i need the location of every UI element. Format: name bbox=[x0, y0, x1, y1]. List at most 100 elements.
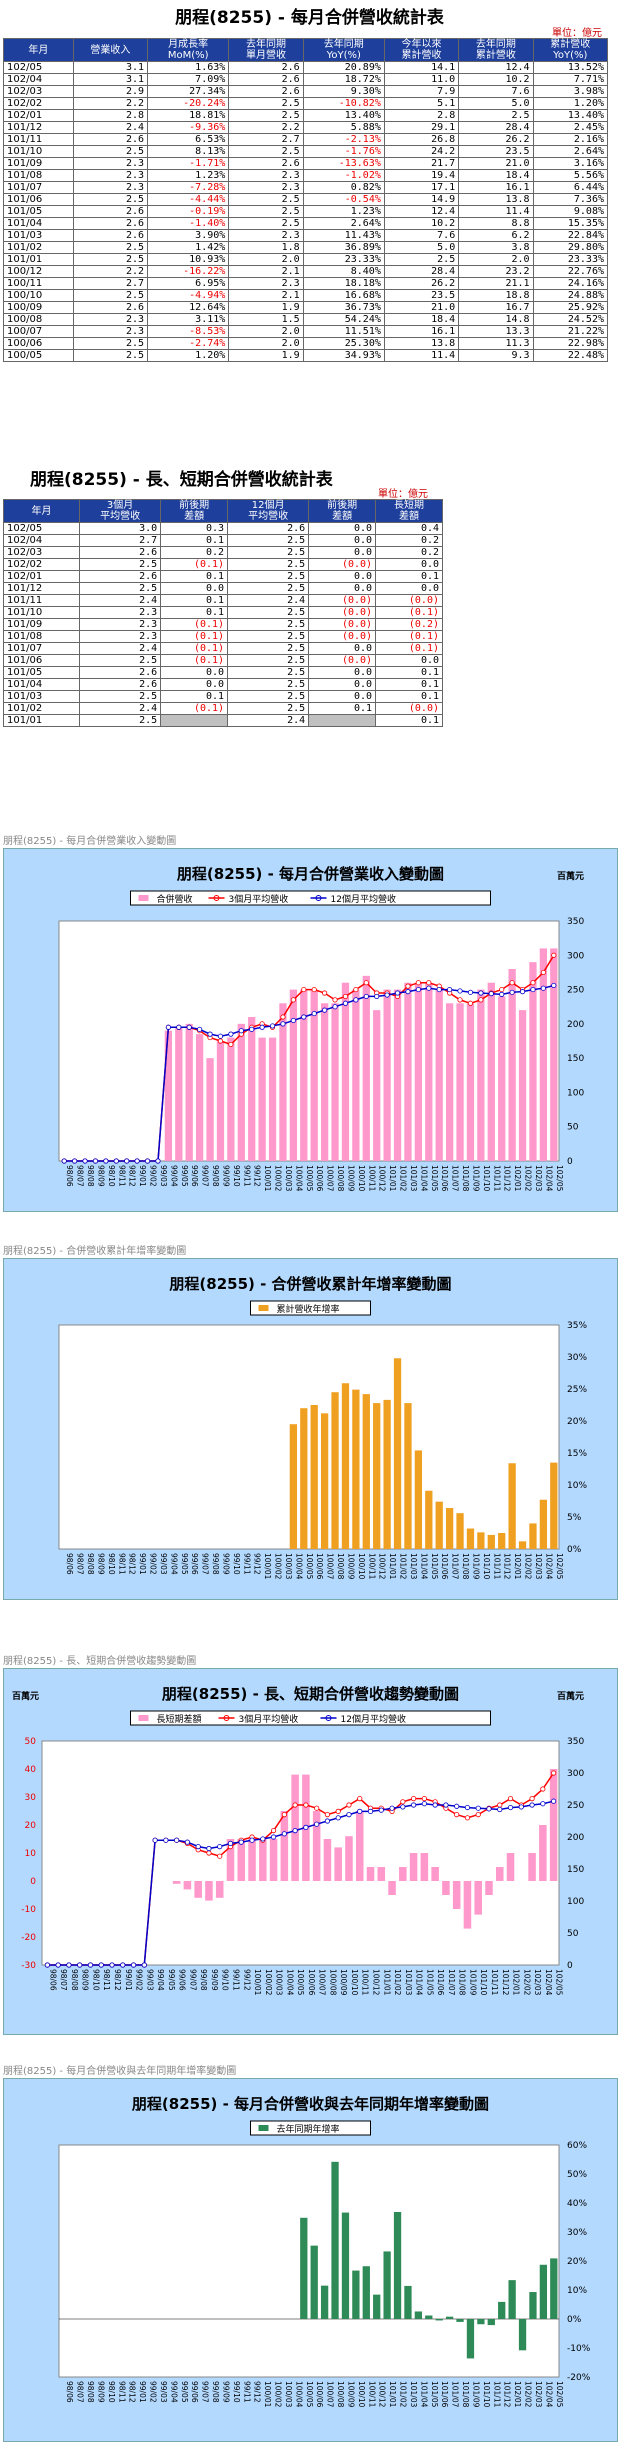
x-tick-label: 101/01 bbox=[388, 2381, 397, 2408]
x-tick-label: 102/02 bbox=[524, 2381, 533, 2408]
point bbox=[174, 1837, 180, 1843]
bar bbox=[487, 2319, 495, 2326]
table2-title: 朋程(8255) - 長、短期合併營收統計表 bbox=[30, 470, 333, 490]
x-tick-label: 100/01 bbox=[253, 1969, 262, 1996]
legend-marker bbox=[325, 1715, 332, 1721]
x-tick-label: 99/05 bbox=[180, 1165, 189, 1187]
point bbox=[195, 1844, 201, 1850]
bar bbox=[529, 962, 537, 1161]
x-tick-label: 101/09 bbox=[471, 2381, 480, 2408]
bar bbox=[269, 1839, 278, 1881]
table-row: 101/09 2.3 (0.1) 2.5 (0.0) (0.2) bbox=[2, 618, 443, 631]
bar bbox=[425, 982, 433, 1161]
x-tick-label: 100/12 bbox=[378, 1165, 387, 1192]
point bbox=[488, 991, 494, 997]
y-tick-label-right: 250 bbox=[567, 1801, 584, 1811]
y-tick-label-right: 40% bbox=[567, 2199, 587, 2209]
table-cell: 2.5 bbox=[227, 630, 310, 643]
point bbox=[290, 1017, 296, 1024]
table-cell: 2.6 bbox=[228, 157, 304, 170]
point bbox=[540, 969, 546, 976]
table-cell: 0.1 bbox=[375, 678, 443, 691]
table-cell: 18.8 bbox=[458, 289, 534, 302]
point bbox=[367, 1808, 374, 1814]
x-tick-label: 99/08 bbox=[211, 1165, 220, 1187]
bar bbox=[550, 1462, 558, 1549]
point bbox=[301, 986, 307, 993]
bar bbox=[529, 2292, 537, 2319]
x-tick-label: 99/07 bbox=[201, 2381, 210, 2403]
point bbox=[260, 1836, 266, 1842]
table-cell: 2.3 bbox=[72, 313, 149, 326]
x-tick-label: 98/06 bbox=[65, 1165, 74, 1187]
bar bbox=[227, 1037, 235, 1161]
point bbox=[227, 1840, 234, 1846]
point bbox=[518, 1804, 524, 1810]
point bbox=[249, 1837, 255, 1843]
point bbox=[421, 1796, 427, 1802]
table-row: 101/01 2.5 10.93% 2.0 23.33% 2.5 2.0 23.33% bbox=[3, 253, 609, 266]
x-tick-label: 102/04 bbox=[544, 2381, 553, 2408]
x-tick-label: 98/06 bbox=[65, 1553, 74, 1575]
bar bbox=[320, 2285, 329, 2319]
bar bbox=[528, 1853, 536, 1881]
x-tick-label: 98/10 bbox=[107, 1165, 116, 1187]
x-tick-label: 99/09 bbox=[221, 2381, 230, 2403]
table-cell: 2.2 bbox=[72, 97, 149, 110]
bar bbox=[442, 1881, 450, 1895]
table-cell: 2.3 bbox=[79, 630, 162, 643]
y-tick-label: 50 bbox=[25, 1737, 37, 1747]
point bbox=[497, 1802, 503, 1808]
point bbox=[141, 1962, 147, 1968]
table-cell: (0.2) bbox=[375, 618, 443, 631]
point bbox=[314, 1805, 320, 1811]
x-tick-label: 100/08 bbox=[336, 1553, 345, 1580]
table-cell: -4.44% bbox=[147, 193, 230, 206]
table-cell: 13.3 bbox=[458, 325, 534, 338]
table-cell: 23.5 bbox=[383, 289, 460, 302]
table-cell: -0.19% bbox=[147, 205, 230, 218]
bar bbox=[366, 1867, 375, 1881]
table-row: 101/05 2.6 0.0 2.5 0.0 0.1 bbox=[2, 666, 443, 679]
x-tick-label: 99/03 bbox=[159, 2381, 168, 2403]
x-tick-label: 101/01 bbox=[388, 1165, 397, 1192]
bar bbox=[388, 1881, 396, 1895]
unit-label: 百萬元 bbox=[557, 870, 584, 882]
table-cell: 100/05 bbox=[3, 349, 74, 362]
x-tick-label: 102/03 bbox=[534, 1165, 543, 1192]
x-tick-label: 100/12 bbox=[372, 1969, 381, 1996]
col-header: 今年以來 累計營收 bbox=[383, 38, 460, 62]
table-cell: 0.1 bbox=[375, 714, 443, 727]
table-cell: 2.6 bbox=[72, 301, 149, 314]
table-cell: 0.1 bbox=[160, 570, 229, 583]
col-header: 去年同期 YoY(%) bbox=[302, 38, 385, 62]
bar bbox=[280, 1811, 289, 1881]
bar bbox=[310, 1405, 318, 1549]
point bbox=[530, 980, 536, 986]
x-tick-label: 101/02 bbox=[399, 2381, 408, 2408]
table-cell: 2.3 bbox=[228, 169, 304, 182]
table-cell: 7.6 bbox=[383, 229, 460, 242]
bar bbox=[518, 1010, 527, 1161]
table-row: 101/12 2.5 0.0 2.5 0.0 0.0 bbox=[2, 582, 443, 595]
table-cell: 13.40% bbox=[532, 109, 609, 122]
table-row: 101/04 2.6 -1.40% 2.5 2.64% 10.2 8.8 15.35% bbox=[3, 217, 609, 230]
x-tick-label: 100/05 bbox=[305, 1553, 314, 1580]
x-tick-label: 101/01 bbox=[388, 1553, 397, 1580]
table-cell: 23.2 bbox=[458, 265, 534, 278]
x-tick-label: 102/03 bbox=[534, 2381, 543, 2408]
point bbox=[497, 1806, 503, 1813]
bar bbox=[377, 1867, 386, 1881]
bar bbox=[518, 2319, 527, 2351]
point bbox=[61, 1158, 67, 1164]
plot-area bbox=[58, 2144, 560, 2378]
table-cell: (0.0) bbox=[308, 654, 377, 667]
table-cell: 0.2 bbox=[375, 546, 443, 559]
x-tick-label: 100/07 bbox=[326, 2381, 335, 2408]
bar bbox=[362, 1394, 370, 1549]
x-tick-label: 100/01 bbox=[263, 2381, 272, 2408]
y-tick-label-right: 50% bbox=[567, 2170, 587, 2180]
table-cell: 2.6 bbox=[79, 666, 162, 679]
x-tick-label: 100/12 bbox=[378, 2381, 387, 2408]
